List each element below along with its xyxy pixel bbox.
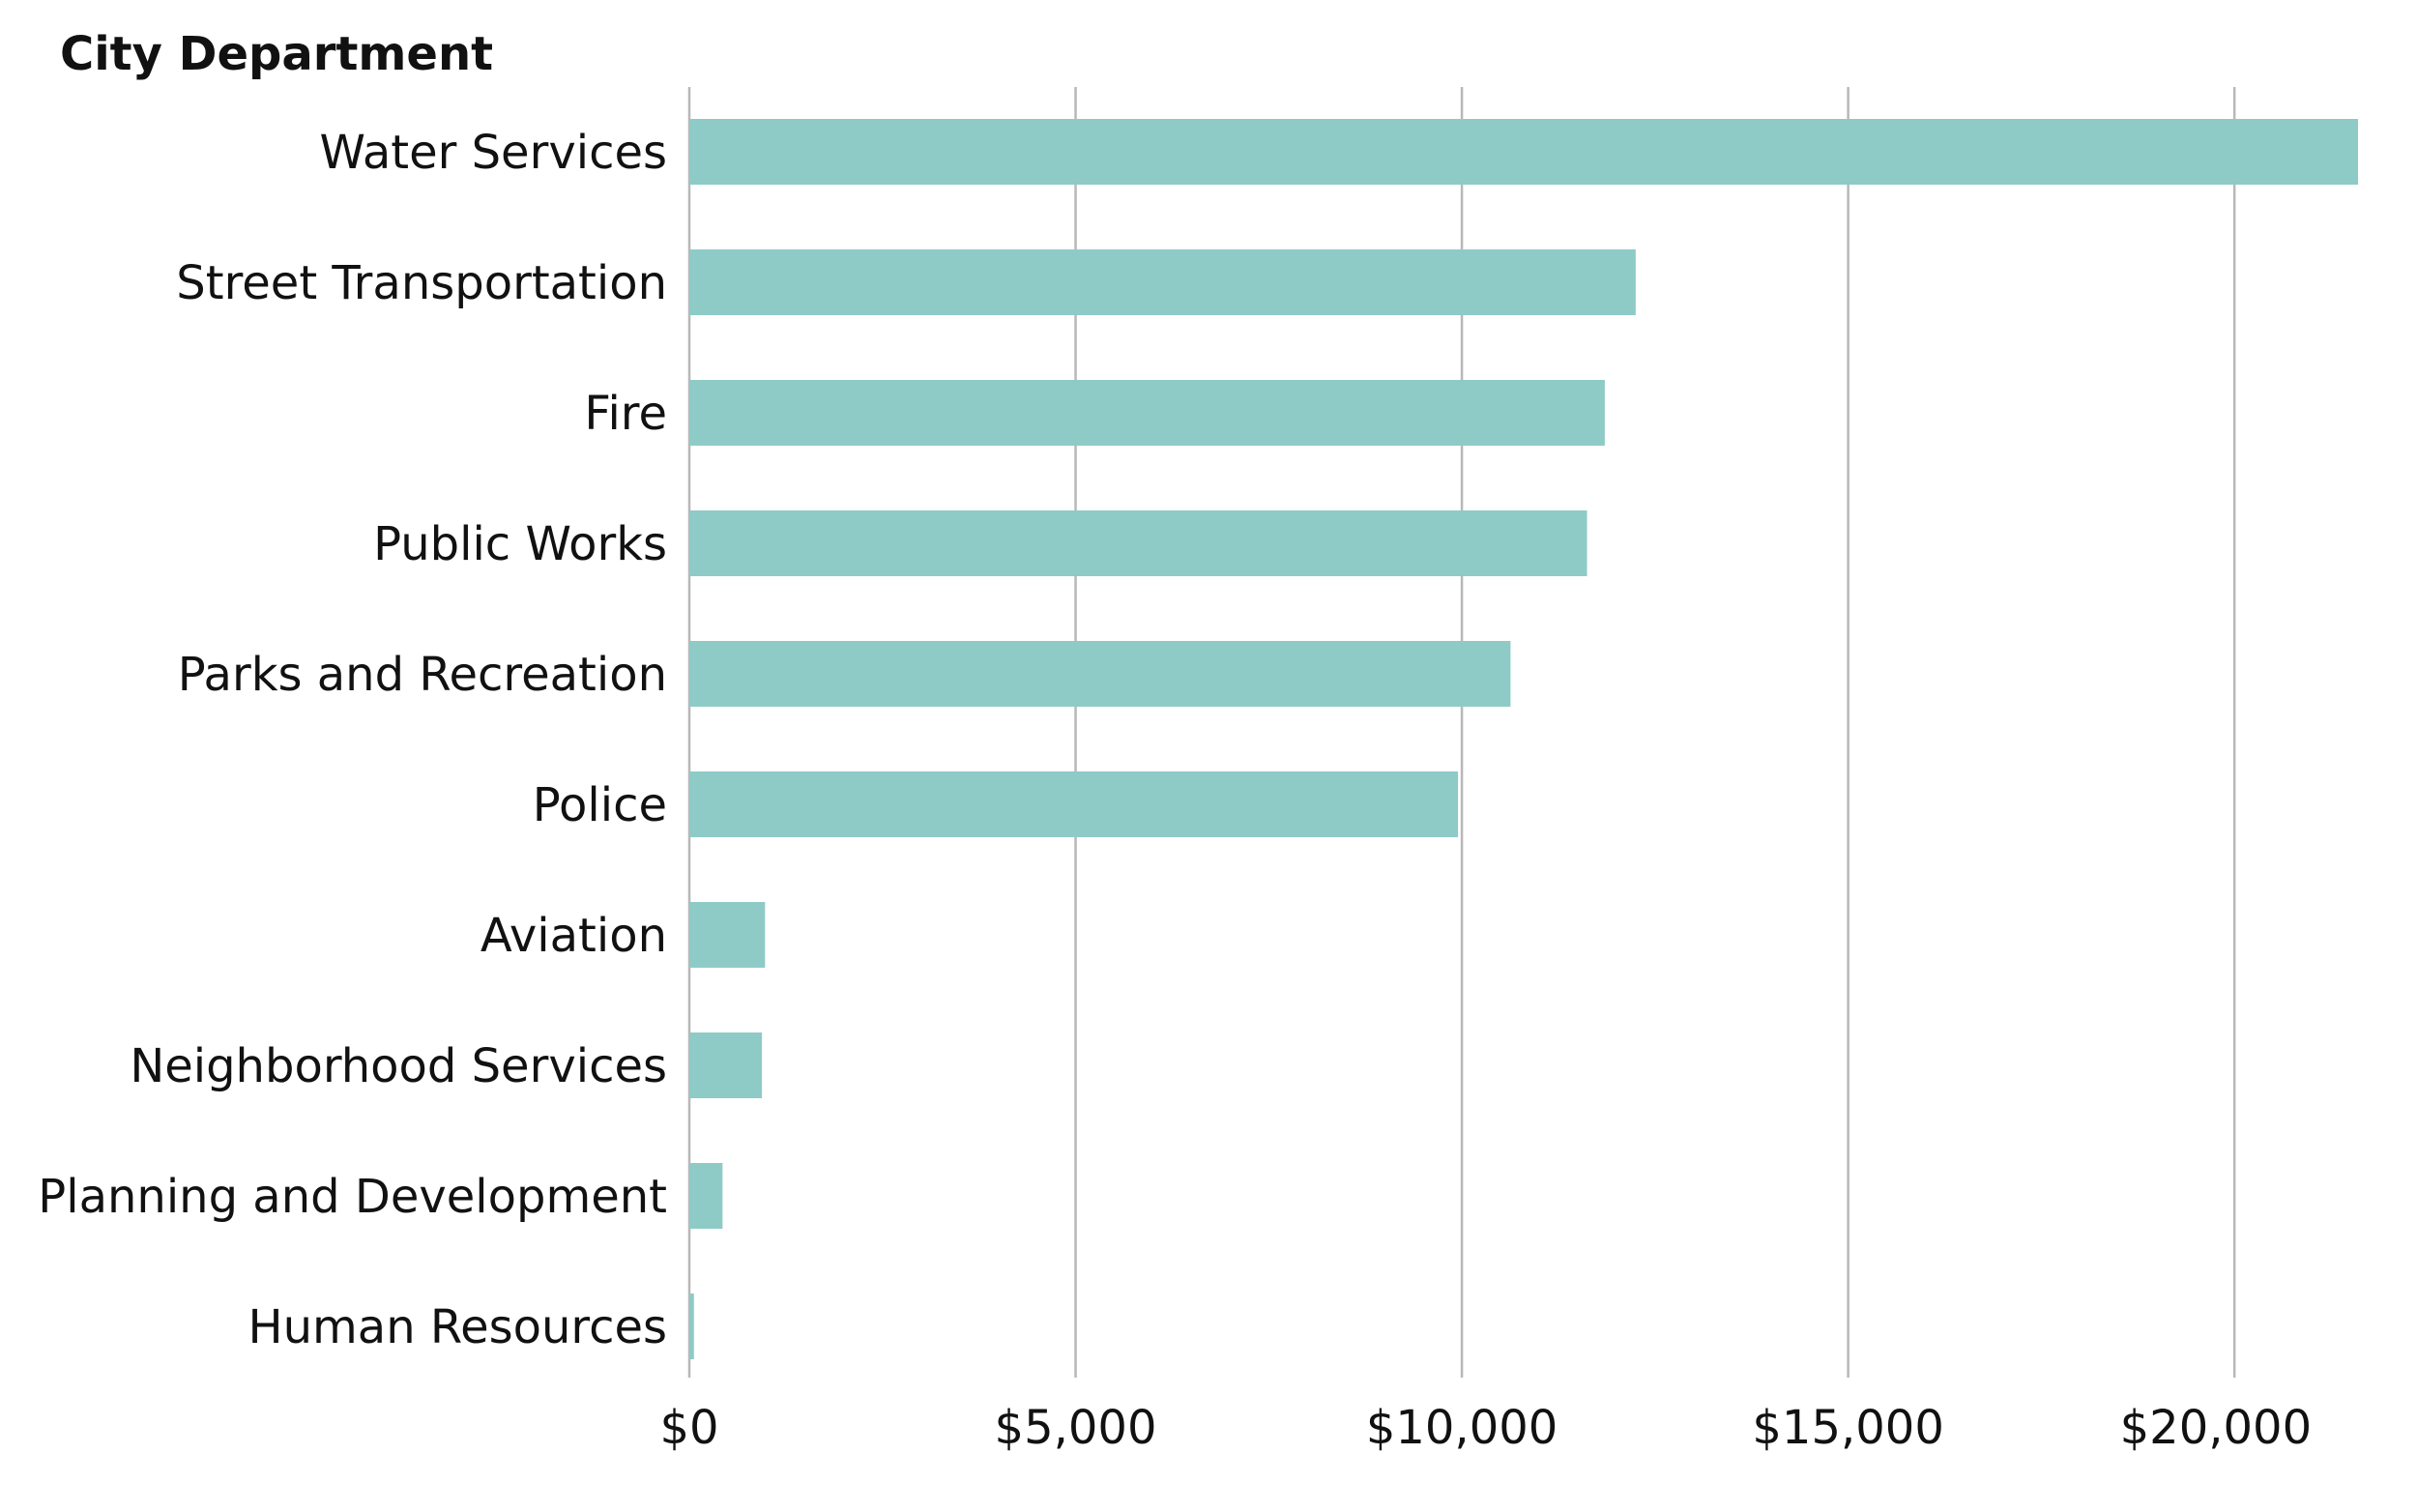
bar-water-services <box>689 119 2358 185</box>
category-label-neighborhood-services: Neighborhood Services <box>130 1039 667 1093</box>
bar-human-resources <box>689 1294 694 1359</box>
category-label-planning-and-development: Planning and Development <box>38 1170 667 1224</box>
category-label-parks-and-recreation: Parks and Recreation <box>178 648 667 702</box>
bar-aviation <box>689 902 766 968</box>
y-axis-title: City Department <box>60 27 493 81</box>
category-label-water-services: Water Services <box>319 126 667 180</box>
bar-street-transportation <box>689 249 1636 315</box>
category-label-human-resources: Human Resources <box>248 1300 668 1354</box>
bars <box>689 119 2358 1359</box>
x-tick-label: $5,000 <box>995 1401 1157 1455</box>
bar-planning-and-development <box>689 1163 723 1229</box>
category-label-street-transportation: Street Transportation <box>176 256 667 310</box>
bar-parks-and-recreation <box>689 641 1511 707</box>
category-label-aviation: Aviation <box>480 909 667 963</box>
bar-police <box>689 771 1459 837</box>
category-labels: Water Services Street Transportation Fire P… <box>38 126 667 1354</box>
category-label-public-works: Public Works <box>373 517 667 571</box>
x-tick-label: $10,000 <box>1366 1401 1558 1455</box>
bar-neighborhood-services <box>689 1032 763 1098</box>
x-tick-label: $0 <box>659 1401 718 1455</box>
bar-public-works <box>689 510 1587 576</box>
x-tick-label: $15,000 <box>1752 1401 1944 1455</box>
bar-fire <box>689 380 1605 446</box>
category-label-fire: Fire <box>584 387 667 441</box>
x-tick-label: $20,000 <box>2120 1401 2313 1455</box>
category-label-police: Police <box>533 778 667 832</box>
x-axis-ticks: $0 $5,000 $10,000 $15,000 $20,000 <box>659 1401 2312 1455</box>
